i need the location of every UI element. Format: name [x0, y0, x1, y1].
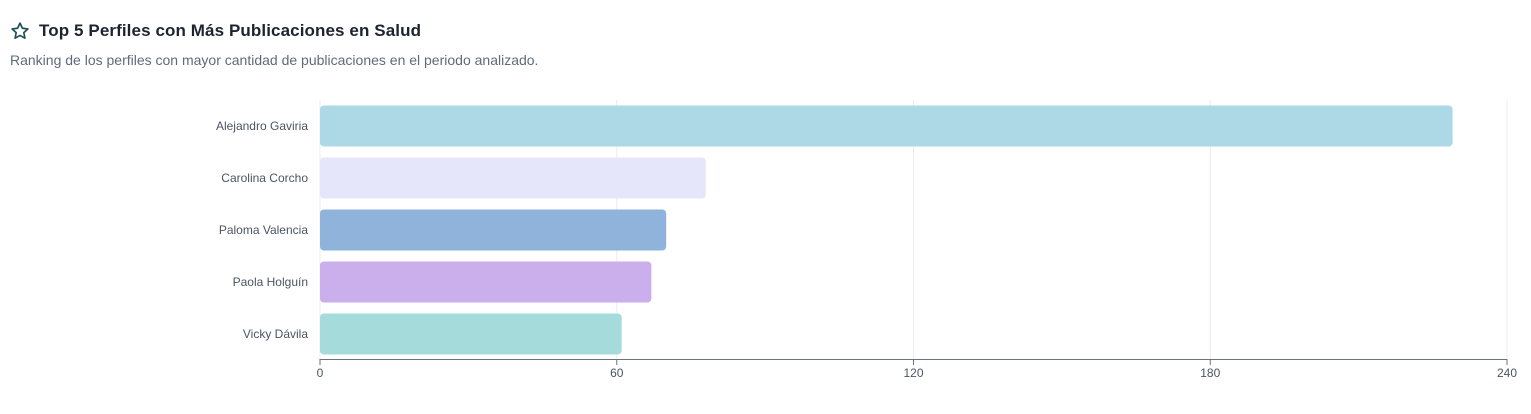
- bars: [320, 105, 1453, 355]
- category-label-3: Paola Holguín: [233, 275, 308, 289]
- x-tick-label-3: 180: [1200, 366, 1220, 380]
- category-label-1: Carolina Corcho: [221, 171, 308, 185]
- chart-subtitle: Ranking de los perfiles con mayor cantid…: [10, 52, 539, 68]
- x-tick-label-2: 120: [903, 366, 923, 380]
- x-tick-label-0: 0: [317, 366, 324, 380]
- category-label-2: Paloma Valencia: [219, 223, 308, 237]
- bar-0[interactable]: [320, 105, 1453, 147]
- x-axis: 0 60 120 180 240: [317, 359, 1517, 380]
- bar-2[interactable]: [320, 209, 667, 251]
- x-tick-label-1: 60: [610, 366, 624, 380]
- star-icon: [10, 21, 30, 41]
- chart-header: Top 5 Perfiles con Más Publicaciones en …: [10, 18, 1510, 68]
- title-row: Top 5 Perfiles con Más Publicaciones en …: [10, 18, 1510, 44]
- category-label-4: Vicky Dávila: [243, 327, 308, 341]
- bar-4[interactable]: [320, 313, 622, 355]
- category-label-0: Alejandro Gaviria: [216, 119, 308, 133]
- x-tick-label-4: 240: [1497, 366, 1517, 380]
- category-labels: Alejandro Gaviria Carolina Corcho Paloma V…: [216, 119, 308, 341]
- bar-3[interactable]: [320, 261, 652, 303]
- bar-1[interactable]: [320, 157, 706, 199]
- chart-title: Top 5 Perfiles con Más Publicaciones en …: [39, 21, 422, 40]
